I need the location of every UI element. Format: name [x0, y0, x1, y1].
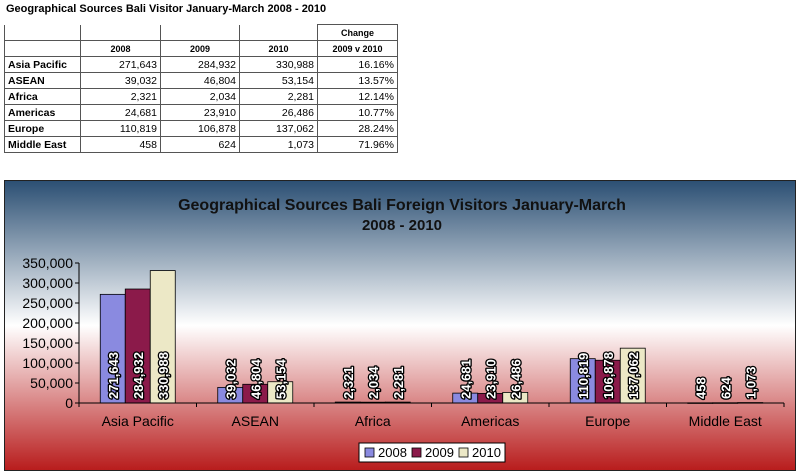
data-label: 2,281 — [391, 366, 406, 399]
chart-svg: Geographical Sources Bali Foreign Visito… — [4, 180, 796, 471]
legend-swatch — [458, 447, 469, 458]
y-tick-label: 350,000 — [22, 255, 73, 271]
legend-swatch — [411, 447, 422, 458]
table-row: Middle East 458 624 1,073 71.96% — [4, 136, 398, 153]
table-change-row: Change — [4, 24, 398, 41]
y-tick-label: 150,000 — [22, 335, 73, 351]
table-row-label: Africa — [4, 88, 81, 105]
data-label: 24,681 — [458, 359, 473, 399]
table-cell: 137,062 — [239, 120, 318, 137]
table-cell: 106,878 — [160, 120, 240, 137]
legend-label: 2009 — [425, 445, 454, 460]
table-row-label: Asia Pacific — [4, 56, 81, 73]
legend: 2008 2009 2010 — [358, 442, 506, 463]
table-cell: 16.16% — [317, 56, 398, 73]
table-empty-cell — [160, 24, 240, 41]
table-cell: 24,681 — [80, 104, 161, 121]
table-cell: 110,819 — [80, 120, 161, 137]
data-label: 271,643 — [106, 352, 121, 399]
data-label: 39,032 — [223, 359, 238, 399]
data-label: 110,819 — [576, 353, 591, 399]
table-cell: 2,034 — [160, 88, 240, 105]
table-cell: 458 — [80, 136, 161, 153]
bar — [569, 358, 596, 404]
table-row: Asia Pacific 271,643 284,932 330,988 16.… — [4, 56, 398, 73]
legend-swatch — [364, 447, 375, 458]
table-cell: 39,032 — [80, 72, 161, 89]
chart-title: Geographical Sources Bali Foreign Visito… — [178, 197, 626, 214]
table-cell: 26,486 — [239, 104, 318, 121]
table-row: Europe 110,819 106,878 137,062 28.24% — [4, 120, 398, 137]
chart-subtitle: 2008 - 2010 — [362, 217, 442, 234]
table-header-cell: 2009 v 2010 — [317, 40, 398, 57]
y-tick-label: 0 — [65, 395, 73, 411]
x-category-label: Asia Pacific — [102, 413, 174, 429]
table-cell: 53,154 — [239, 72, 318, 89]
y-tick-label: 250,000 — [22, 295, 73, 311]
table-cell: 23,910 — [160, 104, 240, 121]
table-row: Africa 2,321 2,034 2,281 12.14% — [4, 88, 398, 105]
table-cell: 2,321 — [80, 88, 161, 105]
table-header-blank — [4, 40, 81, 57]
data-label: 53,154 — [273, 358, 288, 399]
table-empty-cell — [80, 24, 161, 41]
data-label: 458 — [693, 377, 708, 399]
legend-label: 2010 — [472, 445, 501, 460]
table-change-header: Change — [317, 24, 398, 41]
data-label: 23,910 — [483, 359, 498, 399]
table-header-row: 2008 2009 2010 2009 v 2010 — [4, 40, 398, 57]
table-row: ASEAN 39,032 46,804 53,154 13.57% — [4, 72, 398, 89]
table-cell: 12.14% — [317, 88, 398, 105]
data-label: 624 — [718, 377, 733, 399]
table-row-label: Americas — [4, 104, 81, 121]
x-category-label: Europe — [585, 413, 630, 429]
table-cell: 10.77% — [317, 104, 398, 121]
table-header-cell: 2008 — [80, 40, 161, 57]
table-corner-cell — [4, 24, 81, 41]
x-axis: Asia Pacific ASEAN Africa Americas Europe Mid… — [78, 402, 785, 429]
y-axis: 0 50,000 100,000 150,000 200,000 250,000 300,0… — [22, 255, 80, 411]
data-label: 2,034 — [366, 366, 381, 399]
data-label: 26,486 — [508, 359, 523, 399]
data-label: 2,321 — [341, 366, 356, 399]
table-header-cell: 2010 — [239, 40, 318, 57]
table-cell: 330,988 — [239, 56, 318, 73]
bar-chart: Geographical Sources Bali Foreign Visito… — [4, 180, 796, 471]
x-category-label: ASEAN — [232, 413, 279, 429]
table-cell: 624 — [160, 136, 240, 153]
table-cell: 1,073 — [239, 136, 318, 153]
y-tick-label: 100,000 — [22, 355, 73, 371]
visitor-table: Change 2008 2009 2010 2009 v 2010 Asia P… — [4, 24, 398, 153]
x-category-label: Americas — [461, 413, 519, 429]
table-header-cell: 2009 — [160, 40, 240, 57]
table-cell: 46,804 — [160, 72, 240, 89]
y-tick-label: 300,000 — [22, 275, 73, 291]
data-label: 1,073 — [743, 366, 758, 399]
bars: 271,643 284,932 330,988 39,032 46,804 53,154 2… — [99, 270, 764, 404]
data-label: 46,804 — [248, 358, 263, 399]
table-row-label: Middle East — [4, 136, 81, 153]
data-label: 137,062 — [626, 352, 641, 399]
y-tick-label: 200,000 — [22, 315, 73, 331]
y-tick-label: 50,000 — [30, 375, 73, 391]
x-category-label: Middle East — [689, 413, 762, 429]
table-cell: 71.96% — [317, 136, 398, 153]
table-cell: 284,932 — [160, 56, 240, 73]
data-label: 284,932 — [131, 352, 146, 399]
table-empty-cell — [239, 24, 318, 41]
legend-box — [358, 442, 506, 463]
table-row-label: Europe — [4, 120, 81, 137]
page-title: Geographical Sources Bali Visitor Januar… — [6, 3, 327, 15]
table-cell: 28.24% — [317, 120, 398, 137]
table-row: Americas 24,681 23,910 26,486 10.77% — [4, 104, 398, 121]
table-cell: 13.57% — [317, 72, 398, 89]
data-label: 106,878 — [601, 352, 616, 399]
data-label: 330,988 — [156, 352, 171, 399]
table-row-label: ASEAN — [4, 72, 81, 89]
table-cell: 2,281 — [239, 88, 318, 105]
x-category-label: Africa — [355, 413, 391, 429]
legend-label: 2008 — [378, 445, 407, 460]
table-cell: 271,643 — [80, 56, 161, 73]
bar — [619, 347, 646, 404]
